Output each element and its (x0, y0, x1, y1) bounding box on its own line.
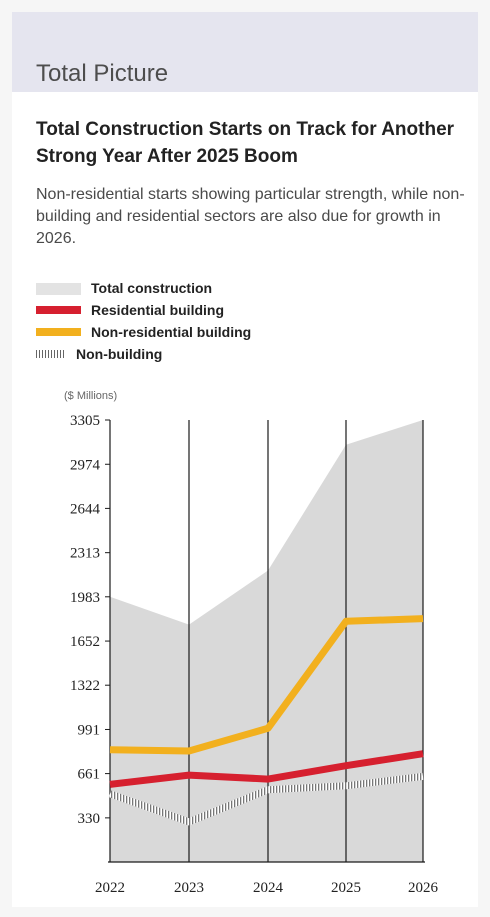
y-tick-label-2313: 2313 (70, 546, 100, 562)
chart-card: Total Picture Total Construction Starts … (12, 12, 478, 907)
line-residential-building (109, 750, 424, 788)
x-tick-label-2024: 2024 (253, 880, 284, 896)
header-band (12, 12, 478, 92)
chart-description: Non-residential starts showing particula… (36, 186, 465, 247)
y-tick-label-1322: 1322 (70, 678, 100, 694)
legend-swatch-residential (36, 306, 81, 314)
y-tick-label-330: 330 (78, 811, 101, 827)
x-tick-label-2026: 2026 (408, 880, 439, 896)
line-non-building (108, 772, 424, 826)
area-total-construction (110, 420, 423, 862)
legend-swatch-total (36, 283, 81, 295)
x-tick-label-2025: 2025 (331, 880, 361, 896)
legend-label-non-building: Non-building (76, 346, 163, 362)
y-tick-label-1652: 1652 (70, 634, 100, 650)
y-tick-label-2974: 2974 (70, 457, 101, 473)
chart-headline: Total Construction Starts on Track for A… (36, 119, 455, 167)
line-chart: ($ Millions) 3305 2974 2644 2313 1983 1652 1322… (64, 390, 439, 896)
legend-label-non-residential: Non-residential building (91, 324, 252, 340)
legend-swatch-non-building (36, 350, 66, 358)
x-tick-label-2023: 2023 (174, 880, 204, 896)
y-unit-label: ($ Millions) (64, 390, 117, 402)
y-tick-label-991: 991 (78, 722, 101, 738)
legend-label-total: Total construction (91, 280, 213, 296)
legend-swatch-non-residential (36, 328, 81, 336)
y-tick-label-1983: 1983 (70, 590, 100, 606)
line-non-residential-building (109, 615, 424, 755)
legend-label-residential: Residential building (91, 302, 225, 318)
x-tick-label-2022: 2022 (95, 880, 125, 896)
y-tick-label-3305: 3305 (70, 413, 100, 429)
y-tick-label-2644: 2644 (70, 501, 101, 517)
section-title: Total Picture (36, 60, 169, 87)
y-tick-label-661: 661 (78, 767, 101, 783)
